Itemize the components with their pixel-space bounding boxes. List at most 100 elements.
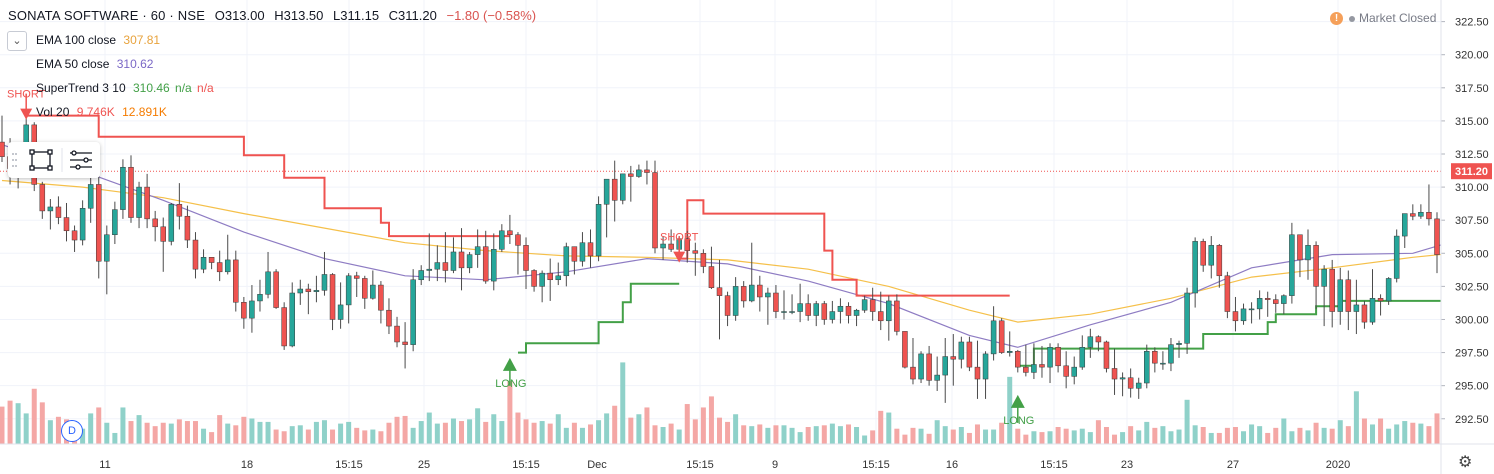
- volume-bar: [1378, 418, 1384, 444]
- candle-body: [184, 215, 191, 241]
- ema50-legend[interactable]: EMA 50 close 310.62: [36, 57, 153, 71]
- volume-bar: [450, 418, 456, 444]
- price-tick-label: 310.00: [1455, 182, 1489, 194]
- candle: [861, 295, 868, 313]
- volume-bar: [862, 435, 868, 444]
- volume-bar: [184, 421, 190, 444]
- volume-bar: [265, 421, 271, 444]
- candle: [63, 202, 70, 242]
- candle: [313, 275, 320, 303]
- volume-bar: [491, 414, 497, 444]
- candle: [1281, 294, 1287, 315]
- supertrend-legend[interactable]: SuperTrend 3 10 310.46 n/a n/a: [36, 81, 214, 95]
- candle-body: [1273, 299, 1279, 304]
- ema100-label: EMA 100 close: [36, 33, 117, 47]
- candle: [1289, 222, 1295, 304]
- ema100-legend[interactable]: EMA 100 close 307.81: [36, 33, 160, 47]
- volume-bar: [1281, 418, 1287, 444]
- candle-body: [1410, 213, 1416, 217]
- candle: [1297, 234, 1303, 278]
- exclamation-icon[interactable]: !: [1330, 12, 1343, 26]
- candle-body: [305, 288, 312, 292]
- settings-lines-icon[interactable]: [70, 150, 92, 170]
- volume-bar: [531, 422, 537, 444]
- candle-body: [200, 257, 207, 270]
- candle-body: [426, 268, 433, 271]
- candle-body: [281, 307, 287, 347]
- volume-bar: [636, 414, 642, 444]
- candle: [1023, 344, 1029, 377]
- candle: [652, 160, 658, 254]
- volume-bar: [176, 419, 182, 444]
- candle-body: [112, 209, 118, 236]
- candle-body: [773, 292, 779, 312]
- volume-bar: [700, 407, 706, 444]
- dividend-badge[interactable]: D: [61, 420, 83, 442]
- candle: [918, 351, 924, 384]
- candle: [345, 273, 352, 324]
- candle-body: [837, 305, 844, 312]
- volume-bar: [88, 413, 94, 444]
- market-status[interactable]: ! Market Closed: [1330, 11, 1436, 26]
- candle: [740, 281, 747, 308]
- candle-body: [886, 300, 892, 322]
- candle: [1200, 238, 1206, 272]
- volume-bar: [1184, 399, 1190, 444]
- volume-bar: [1208, 432, 1214, 444]
- last-price-box: [1451, 163, 1492, 180]
- volume-bar: [313, 421, 319, 444]
- candle-body: [152, 218, 158, 228]
- candle-body: [224, 259, 231, 273]
- candle-body: [877, 311, 884, 322]
- candle: [724, 291, 731, 327]
- candle: [1152, 347, 1158, 373]
- volume-bar: [596, 420, 602, 444]
- volume-bar: [1120, 432, 1126, 444]
- candle-body: [1015, 350, 1021, 368]
- candle-body: [1289, 234, 1295, 296]
- candle-body: [918, 353, 924, 380]
- candle-body: [1135, 382, 1142, 389]
- candle: [813, 300, 819, 327]
- volume-bar: [571, 422, 577, 444]
- candle: [192, 232, 199, 279]
- volume-legend[interactable]: Vol 20 9.746K 12.891K: [36, 105, 167, 119]
- volume-bar: [1095, 420, 1101, 444]
- rectangle-tool-icon[interactable]: [29, 149, 53, 171]
- candle: [757, 275, 763, 312]
- volume-bar: [1200, 427, 1206, 444]
- collapse-legend-button[interactable]: ⌄: [7, 31, 27, 51]
- candle: [257, 279, 263, 312]
- candle: [1071, 356, 1077, 385]
- candle: [79, 200, 86, 246]
- volume-bar: [934, 420, 940, 444]
- volume-bar: [523, 419, 529, 444]
- volume-bar: [1402, 421, 1408, 444]
- candle: [571, 246, 578, 275]
- volume-bars: [0, 362, 1440, 444]
- candle-body: [160, 226, 166, 242]
- symbol-title[interactable]: SONATA SOFTWARE · 60 · NSE: [8, 8, 206, 23]
- gear-icon[interactable]: ⚙: [1458, 454, 1473, 471]
- volume-bar: [1265, 432, 1271, 444]
- candle: [853, 308, 860, 327]
- candle: [289, 282, 295, 348]
- volume-bar: [321, 420, 327, 444]
- drag-handle-icon[interactable]: [12, 153, 17, 167]
- candle: [910, 338, 916, 385]
- candle-body: [1353, 304, 1360, 312]
- time-tick-label: Dec: [587, 459, 607, 471]
- candle: [418, 265, 424, 286]
- candle: [507, 214, 513, 245]
- volume-bar: [289, 426, 295, 444]
- candle: [241, 296, 247, 329]
- candle-body: [765, 292, 771, 298]
- candle-body: [104, 234, 110, 262]
- volume-bar: [1079, 428, 1085, 444]
- volume-bar: [983, 429, 989, 444]
- candle-body: [748, 284, 755, 302]
- candle: [265, 251, 271, 299]
- candle: [152, 210, 158, 242]
- candle: [587, 229, 594, 268]
